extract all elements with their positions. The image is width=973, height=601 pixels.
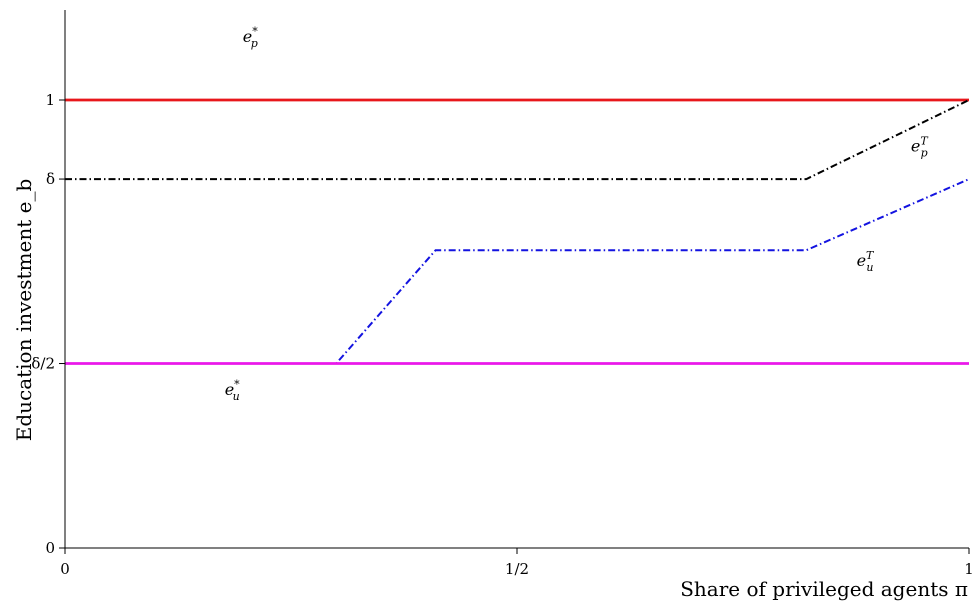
x-axis-title: Share of privileged agents π (680, 577, 968, 601)
labels-layer: e* p eT p eT u e* u (225, 25, 930, 403)
x-tick-label: 0 (60, 560, 70, 578)
x-tick-label: 1/2 (505, 560, 529, 578)
y-tick-label: δ (46, 170, 55, 188)
x-tick-label: 1 (964, 560, 973, 578)
y-tick-label: 0 (45, 539, 55, 557)
series-layer (65, 98, 970, 365)
series-line-ep-T (65, 99, 970, 181)
y-axis-title: Education investment e_b (12, 179, 36, 442)
series-label: eT p (911, 135, 929, 160)
series-label: eT u (857, 249, 875, 274)
axes-layer (64, 10, 969, 549)
series-line-eu-T (65, 178, 970, 365)
series-label: e* u (225, 378, 240, 403)
ticks-layer: 0 1/2 1 0 δ/2 δ 1 (31, 91, 973, 578)
y-tick-label: δ/2 (31, 355, 55, 373)
series-label: e* p (243, 25, 258, 50)
y-tick-label: 1 (45, 91, 55, 109)
